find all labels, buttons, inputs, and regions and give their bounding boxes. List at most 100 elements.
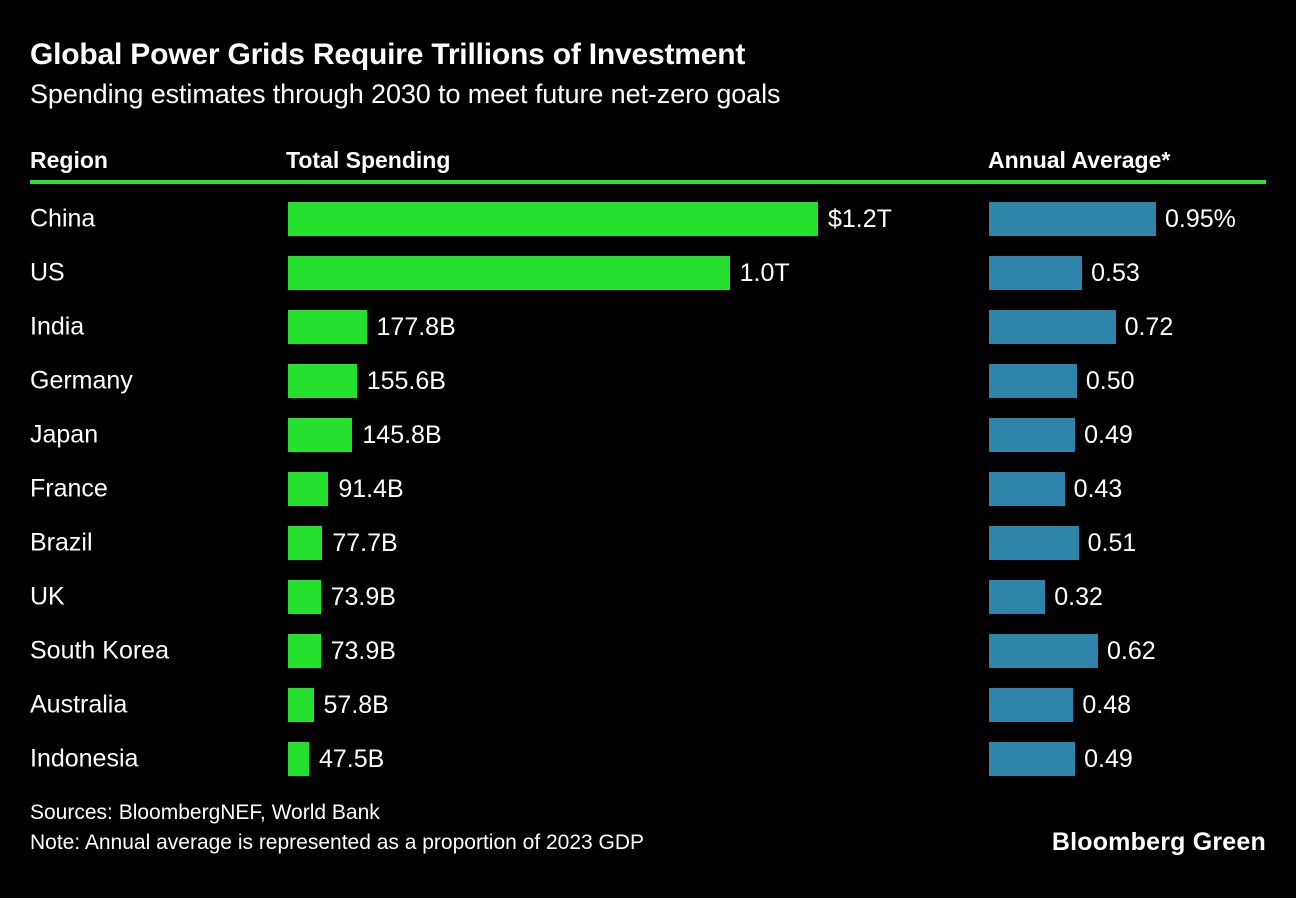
region-label: Germany [30, 366, 133, 395]
header-divider-rule [30, 180, 1266, 184]
region-label: Australia [30, 690, 128, 719]
page-subtitle: Spending estimates through 2030 to meet … [30, 79, 781, 109]
total-spending-bar [288, 364, 357, 398]
region-label: China [30, 204, 96, 233]
region-label: France [30, 474, 108, 503]
total-spending-cell: 77.7B [288, 526, 398, 560]
annual-average-value: 0.51 [1087, 528, 1137, 557]
footer-note: Note: Annual average is represented as a… [30, 831, 645, 854]
annual-average-value: 0.32 [1054, 582, 1103, 611]
annual-average-cell: 0.48 [989, 688, 1131, 722]
annual-average-value: 0.50 [1085, 366, 1135, 395]
annual-average-value: 0.49 [1084, 744, 1133, 773]
region-label: Brazil [30, 528, 93, 557]
annual-average-cell: 0.72 [989, 310, 1173, 344]
total-spending-bar [288, 418, 353, 452]
total-spending-value: 91.4B [338, 474, 404, 503]
chart-rows: China $1.2T 0.95% US 1.0T 0.53 India 177.8B 0.72… [30, 192, 1266, 786]
annual-average-cell: 0.32 [989, 580, 1103, 614]
annual-average-value: 0.49 [1084, 420, 1133, 449]
annual-average-cell: 0.51 [989, 526, 1136, 560]
table-row: Indonesia 47.5B 0.49 [30, 732, 1266, 786]
total-spending-value: 77.7B [332, 528, 398, 557]
column-header-total-spending: Total Spending [286, 147, 451, 173]
total-spending-cell: 145.8B [288, 418, 442, 452]
annual-average-bar [989, 256, 1083, 290]
region-label: India [30, 312, 85, 341]
total-spending-bar [288, 580, 321, 614]
total-spending-cell: 47.5B [288, 742, 384, 776]
table-row: Germany 155.6B 0.50 [30, 354, 1266, 408]
annual-average-bar [989, 634, 1098, 668]
annual-average-value: 0.53 [1091, 258, 1140, 287]
region-label: US [30, 258, 65, 287]
total-spending-cell: 91.4B [288, 472, 404, 506]
annual-average-bar [989, 688, 1074, 722]
annual-average-bar [989, 202, 1156, 236]
total-spending-value: 177.8B [376, 312, 456, 341]
total-spending-value: 155.6B [366, 366, 446, 395]
bloomberg-green-logo: Bloomberg Green [1051, 828, 1266, 856]
page-title: Global Power Grids Require Trillions of … [30, 38, 746, 71]
total-spending-bar [288, 310, 367, 344]
table-row: US 1.0T 0.53 [30, 246, 1266, 300]
table-row: South Korea 73.9B 0.62 [30, 624, 1266, 678]
total-spending-bar [288, 688, 314, 722]
total-spending-value: 73.9B [330, 582, 396, 611]
total-spending-bar [288, 472, 329, 506]
total-spending-cell: 1.0T [288, 256, 790, 290]
table-row: Japan 145.8B 0.49 [30, 408, 1266, 462]
annual-average-bar [989, 364, 1077, 398]
total-spending-value: 1.0T [739, 258, 790, 287]
annual-average-cell: 0.49 [989, 742, 1133, 776]
region-label: UK [30, 582, 65, 611]
column-header-row: Region Total Spending Annual Average* [30, 132, 1266, 174]
total-spending-value: $1.2T [828, 204, 892, 233]
annual-average-cell: 0.62 [989, 634, 1156, 668]
annual-average-bar [989, 310, 1116, 344]
region-label: Indonesia [30, 744, 139, 773]
total-spending-cell: 57.8B [288, 688, 389, 722]
total-spending-bar [288, 202, 818, 236]
annual-average-cell: 0.53 [989, 256, 1140, 290]
table-row: India 177.8B 0.72 [30, 300, 1266, 354]
annual-average-value: 0.72 [1124, 312, 1174, 341]
footer-notes: Sources: BloombergNEF, World Bank Note: … [30, 798, 644, 858]
annual-average-value: 0.95% [1165, 204, 1236, 233]
total-spending-value: 73.9B [330, 636, 396, 665]
table-row: Australia 57.8B 0.48 [30, 678, 1266, 732]
total-spending-value: 47.5B [318, 744, 385, 773]
total-spending-bar [288, 526, 323, 560]
table-row: China $1.2T 0.95% [30, 192, 1266, 246]
annual-average-bar [989, 418, 1076, 452]
total-spending-bar [288, 634, 321, 668]
annual-average-bar [989, 472, 1065, 506]
chart-footer: Sources: BloombergNEF, World Bank Note: … [30, 798, 1266, 868]
table-row: France 91.4B 0.43 [30, 462, 1266, 516]
annual-average-cell: 0.43 [989, 472, 1122, 506]
annual-average-cell: 0.50 [989, 364, 1135, 398]
total-spending-cell: 73.9B [288, 634, 396, 668]
annual-average-value: 0.48 [1082, 690, 1132, 719]
annual-average-value: 0.43 [1073, 474, 1123, 503]
total-spending-cell: 177.8B [288, 310, 456, 344]
annual-average-cell: 0.49 [989, 418, 1133, 452]
footer-sources: Sources: BloombergNEF, World Bank [30, 801, 380, 824]
annual-average-cell: 0.95% [989, 202, 1236, 236]
total-spending-value: 145.8B [362, 420, 442, 449]
table-row: UK 73.9B 0.32 [30, 570, 1266, 624]
region-label: Japan [30, 420, 99, 449]
total-spending-value: 57.8B [323, 690, 389, 719]
total-spending-cell: 155.6B [288, 364, 446, 398]
annual-average-value: 0.62 [1106, 636, 1156, 665]
table-row: Brazil 77.7B 0.51 [30, 516, 1266, 570]
total-spending-cell: $1.2T [288, 202, 892, 236]
region-label: South Korea [30, 636, 169, 665]
annual-average-bar [989, 580, 1046, 614]
total-spending-cell: 73.9B [288, 580, 396, 614]
annual-average-bar [989, 742, 1076, 776]
column-header-annual-average: Annual Average* [988, 147, 1171, 173]
title-block: Global Power Grids Require Trillions of … [30, 0, 1266, 112]
column-header-region: Region [30, 147, 108, 173]
